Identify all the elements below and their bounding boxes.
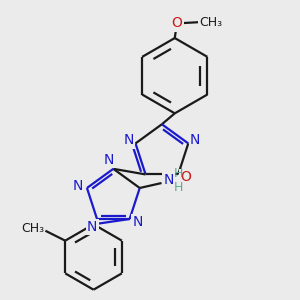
Text: CH₃: CH₃	[21, 222, 44, 235]
Text: H: H	[174, 167, 183, 180]
Text: N: N	[123, 134, 134, 147]
Text: CH₃: CH₃	[199, 16, 222, 29]
Text: N: N	[190, 134, 200, 147]
Text: H: H	[174, 182, 183, 194]
Text: N: N	[103, 153, 114, 167]
Text: N: N	[132, 215, 143, 229]
Text: N: N	[73, 179, 83, 193]
Text: O: O	[171, 16, 182, 30]
Text: O: O	[181, 170, 192, 184]
Text: N: N	[163, 173, 174, 187]
Text: N: N	[87, 220, 97, 234]
